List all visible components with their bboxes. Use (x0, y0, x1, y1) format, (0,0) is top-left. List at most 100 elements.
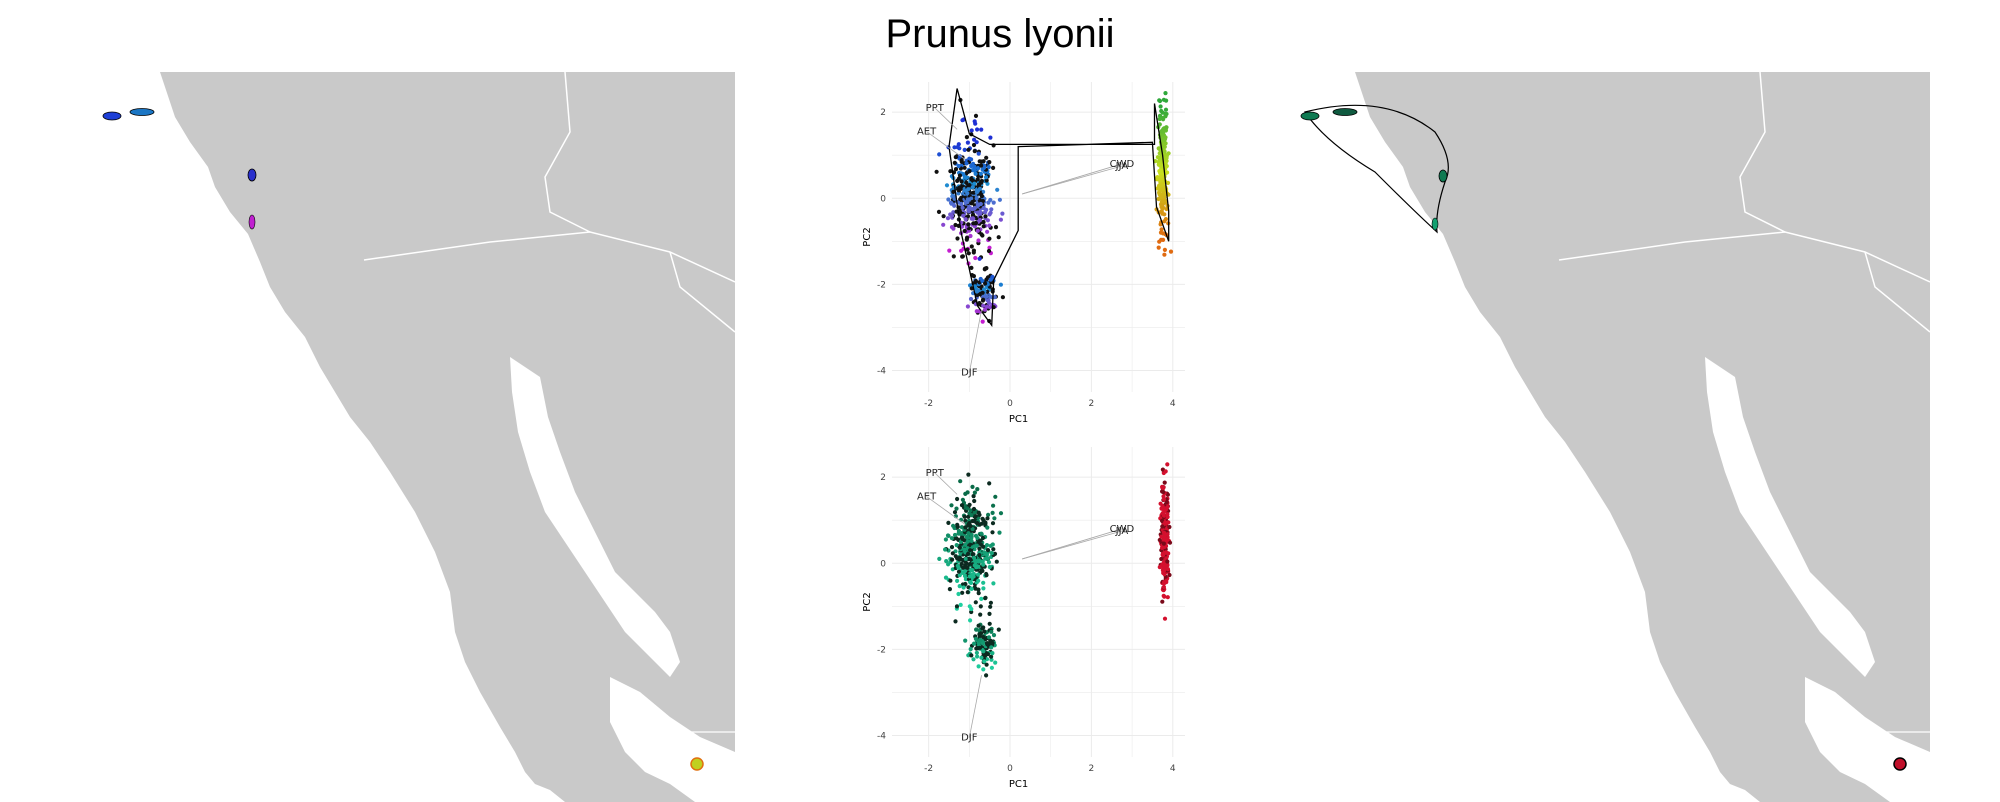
data-point (987, 223, 992, 228)
data-point (989, 207, 994, 212)
data-point (998, 217, 1003, 222)
data-point (980, 568, 985, 573)
data-point (967, 556, 972, 562)
data-point (1160, 503, 1165, 509)
y-tick-label: 0 (880, 559, 886, 569)
data-point (1162, 247, 1167, 252)
data-point (969, 538, 974, 543)
data-point (960, 254, 965, 259)
data-point (970, 568, 975, 573)
data-point (975, 228, 980, 233)
data-point (975, 203, 980, 208)
y-tick-label: -2 (877, 280, 886, 290)
data-point (981, 220, 986, 225)
data-point (985, 218, 990, 223)
data-point (962, 514, 967, 519)
loading-line (926, 131, 966, 160)
data-point (979, 127, 984, 132)
data-point (952, 196, 957, 201)
data-point (995, 187, 1000, 192)
data-point (1162, 616, 1168, 621)
data-point (949, 503, 954, 508)
data-point (957, 545, 962, 550)
loading-label: PPT (926, 468, 945, 479)
data-point (956, 591, 961, 597)
data-point (993, 494, 998, 499)
data-point (985, 229, 990, 234)
data-point (997, 530, 1002, 535)
data-point (962, 165, 967, 170)
map-left-border-state-2 (669, 251, 735, 333)
loading-label: PPT (926, 103, 945, 114)
data-point (976, 591, 981, 596)
data-point (937, 152, 942, 157)
data-point (971, 573, 976, 578)
data-point (977, 553, 982, 558)
data-point (937, 556, 942, 561)
data-point (961, 213, 966, 218)
data-point (1159, 237, 1164, 242)
data-point (1156, 245, 1161, 250)
y-tick-label: -4 (877, 366, 886, 376)
data-point (966, 187, 971, 192)
data-point (943, 575, 949, 580)
data-point (986, 512, 991, 517)
data-point (963, 491, 968, 496)
data-point (956, 163, 961, 169)
data-point (956, 565, 961, 570)
data-point (979, 531, 984, 536)
data-point (1161, 494, 1166, 499)
x-tick-label: 4 (1170, 764, 1176, 774)
data-point (970, 526, 975, 532)
data-point (990, 510, 995, 515)
occurrence-island-3 (247, 168, 257, 182)
data-point (941, 214, 946, 219)
data-point (973, 514, 978, 519)
data-point (984, 662, 989, 667)
data-point (964, 161, 969, 166)
data-point (981, 667, 986, 672)
data-point (971, 494, 976, 499)
data-point (969, 157, 974, 162)
data-point (1158, 177, 1163, 183)
data-point (967, 574, 972, 579)
data-point (948, 169, 953, 174)
data-point (957, 584, 962, 589)
data-point (993, 660, 998, 665)
data-point (967, 604, 972, 609)
data-point (956, 191, 961, 196)
data-point (990, 530, 995, 535)
data-point (951, 523, 956, 528)
data-point (966, 147, 971, 152)
data-point (954, 604, 960, 609)
data-point (969, 532, 974, 537)
occurrence-island-4 (248, 214, 256, 230)
data-point (978, 604, 983, 609)
data-point (954, 154, 959, 159)
data-point (1161, 486, 1166, 491)
data-point (989, 654, 994, 659)
data-point (1161, 570, 1166, 576)
data-point (955, 578, 960, 583)
loading-line (926, 496, 966, 525)
data-point (1165, 170, 1170, 175)
data-point (958, 197, 963, 202)
data-point (976, 587, 981, 592)
data-point (959, 535, 964, 540)
data-point (987, 640, 993, 645)
data-point (961, 585, 966, 590)
data-point (943, 547, 948, 552)
data-point (951, 189, 956, 194)
data-point (1162, 508, 1167, 513)
data-point (978, 171, 983, 176)
data-point (984, 294, 989, 299)
y-tick-label: -4 (877, 731, 886, 741)
data-point (1162, 480, 1167, 485)
data-point (1160, 206, 1165, 211)
data-point (968, 647, 973, 652)
map-left-ocean-south (610, 677, 735, 802)
data-point (963, 556, 968, 562)
map-right-occurrences (1300, 104, 1907, 771)
data-point (977, 645, 983, 650)
data-point (991, 200, 996, 205)
